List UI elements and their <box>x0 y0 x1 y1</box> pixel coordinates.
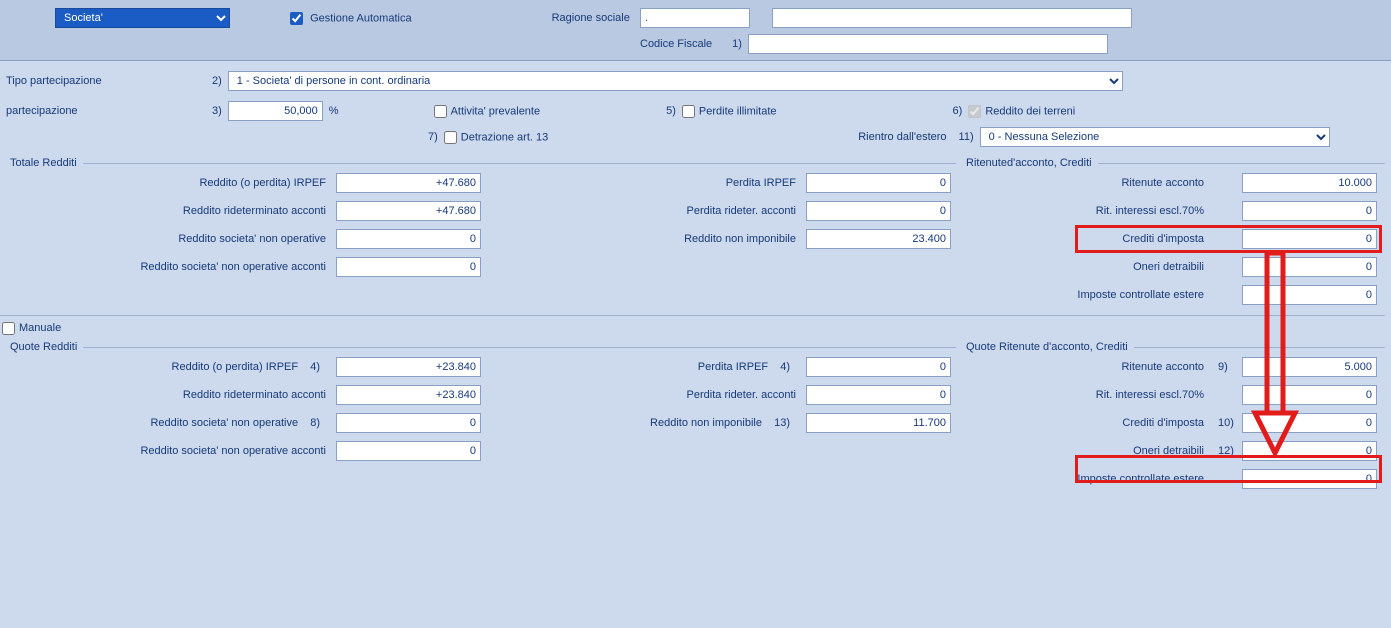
value-input[interactable] <box>1242 413 1377 433</box>
field-label: Reddito societa' non operative acconti <box>6 445 336 457</box>
field-label: Reddito (o perdita) IRPEF <box>6 177 336 189</box>
value-input[interactable] <box>806 357 951 377</box>
field-label: Oneri detraibili <box>962 445 1212 457</box>
codice-fiscale-label: Codice Fiscale <box>640 38 712 50</box>
field-label: Perdita rideter. acconti <box>586 389 806 401</box>
perdite-illimitate-check[interactable]: Perdite illimitate <box>682 105 777 118</box>
field-label: Ritenute acconto <box>962 361 1212 373</box>
ragione-sociale-input[interactable] <box>640 8 750 28</box>
field-label: Reddito rideterminato acconti <box>6 205 336 217</box>
field-label: Perdita IRPEF <box>586 177 806 189</box>
detrazione-13-check[interactable]: Detrazione art. 13 <box>444 131 548 144</box>
field-label: Imposte controllate estere <box>962 473 1212 485</box>
value-input[interactable] <box>336 173 481 193</box>
value-input[interactable] <box>336 229 481 249</box>
value-input[interactable] <box>1242 229 1377 249</box>
tipo-part-select[interactable]: 1 - Societa' di persone in cont. ordinar… <box>228 71 1123 91</box>
rientro-select[interactable]: 0 - Nessuna Selezione <box>980 127 1330 147</box>
field-label: Reddito non imponibile <box>586 233 806 245</box>
field-label: Imposte controllate estere <box>962 289 1212 301</box>
manuale-check[interactable]: Manuale <box>2 322 61 334</box>
field-label: Reddito societa' non operative 8) <box>6 417 336 429</box>
field-label: Ritenute acconto <box>962 177 1212 189</box>
ragione-sociale-input-2[interactable] <box>772 8 1132 28</box>
value-input[interactable] <box>336 357 481 377</box>
value-input[interactable] <box>1242 469 1377 489</box>
field-label: Reddito societa' non operative acconti <box>6 261 336 273</box>
field-label: Crediti d'imposta <box>962 233 1212 245</box>
field-label: Reddito non imponibile 13) <box>586 417 806 429</box>
tipo-partecipazione-block: Tipo partecipazione 2) 1 - Societa' di p… <box>0 61 1391 151</box>
rientro-label: Rientro dall'estero <box>858 131 946 143</box>
value-input[interactable] <box>336 257 481 277</box>
ragione-sociale-label: Ragione sociale <box>552 12 630 24</box>
field-label: Reddito (o perdita) IRPEF 4) <box>6 361 336 373</box>
top-bar: Societa' Gestione Automatica Ragione soc… <box>0 0 1391 61</box>
gestione-auto-check[interactable]: Gestione Automatica <box>290 12 412 25</box>
value-input[interactable] <box>806 229 951 249</box>
value-input[interactable] <box>1242 441 1377 461</box>
value-input[interactable] <box>1242 385 1377 405</box>
value-input[interactable] <box>806 385 951 405</box>
totale-section: Totale Redditi Reddito (o perdita) IRPEF… <box>0 151 1391 305</box>
attivita-prevalente-check[interactable]: Attivita' prevalente <box>434 105 541 118</box>
part-label: partecipazione <box>6 105 206 117</box>
value-input[interactable] <box>1242 357 1377 377</box>
codice-fiscale-input[interactable] <box>748 34 1108 54</box>
part-input[interactable] <box>228 101 323 121</box>
field-label: Reddito rideterminato acconti <box>6 389 336 401</box>
value-input[interactable] <box>336 201 481 221</box>
reddito-terreni-check: Reddito dei terreni <box>968 105 1075 118</box>
field-label: Perdita rideter. acconti <box>586 205 806 217</box>
value-input[interactable] <box>806 413 951 433</box>
value-input[interactable] <box>806 201 951 221</box>
field-label: Rit. interessi escl.70% <box>962 205 1212 217</box>
value-input[interactable] <box>1242 285 1377 305</box>
field-label: Perdita IRPEF 4) <box>586 361 806 373</box>
value-input[interactable] <box>336 413 481 433</box>
tipo-part-label: Tipo partecipazione <box>6 75 206 87</box>
quote-section: Quote Redditi Reddito (o perdita) IRPEF … <box>0 335 1391 489</box>
ritenute-title: Ritenuted'acconto, Crediti <box>962 157 1098 169</box>
field-label: Crediti d'imposta <box>962 417 1212 429</box>
value-input[interactable] <box>1242 173 1377 193</box>
value-input[interactable] <box>1242 201 1377 221</box>
value-input[interactable] <box>806 173 951 193</box>
manuale-row: Manuale <box>0 305 1391 335</box>
cf-ref: 1) <box>732 38 742 50</box>
quote-ritenute-title: Quote Ritenute d'acconto, Crediti <box>962 341 1134 353</box>
totale-redditi-title: Totale Redditi <box>6 157 83 169</box>
field-label: Oneri detraibili <box>962 261 1212 273</box>
societa-combo[interactable]: Societa' <box>55 8 230 28</box>
value-input[interactable] <box>336 385 481 405</box>
field-label: Reddito societa' non operative <box>6 233 336 245</box>
value-input[interactable] <box>336 441 481 461</box>
value-input[interactable] <box>1242 257 1377 277</box>
field-label: Rit. interessi escl.70% <box>962 389 1212 401</box>
quote-redditi-title: Quote Redditi <box>6 341 83 353</box>
